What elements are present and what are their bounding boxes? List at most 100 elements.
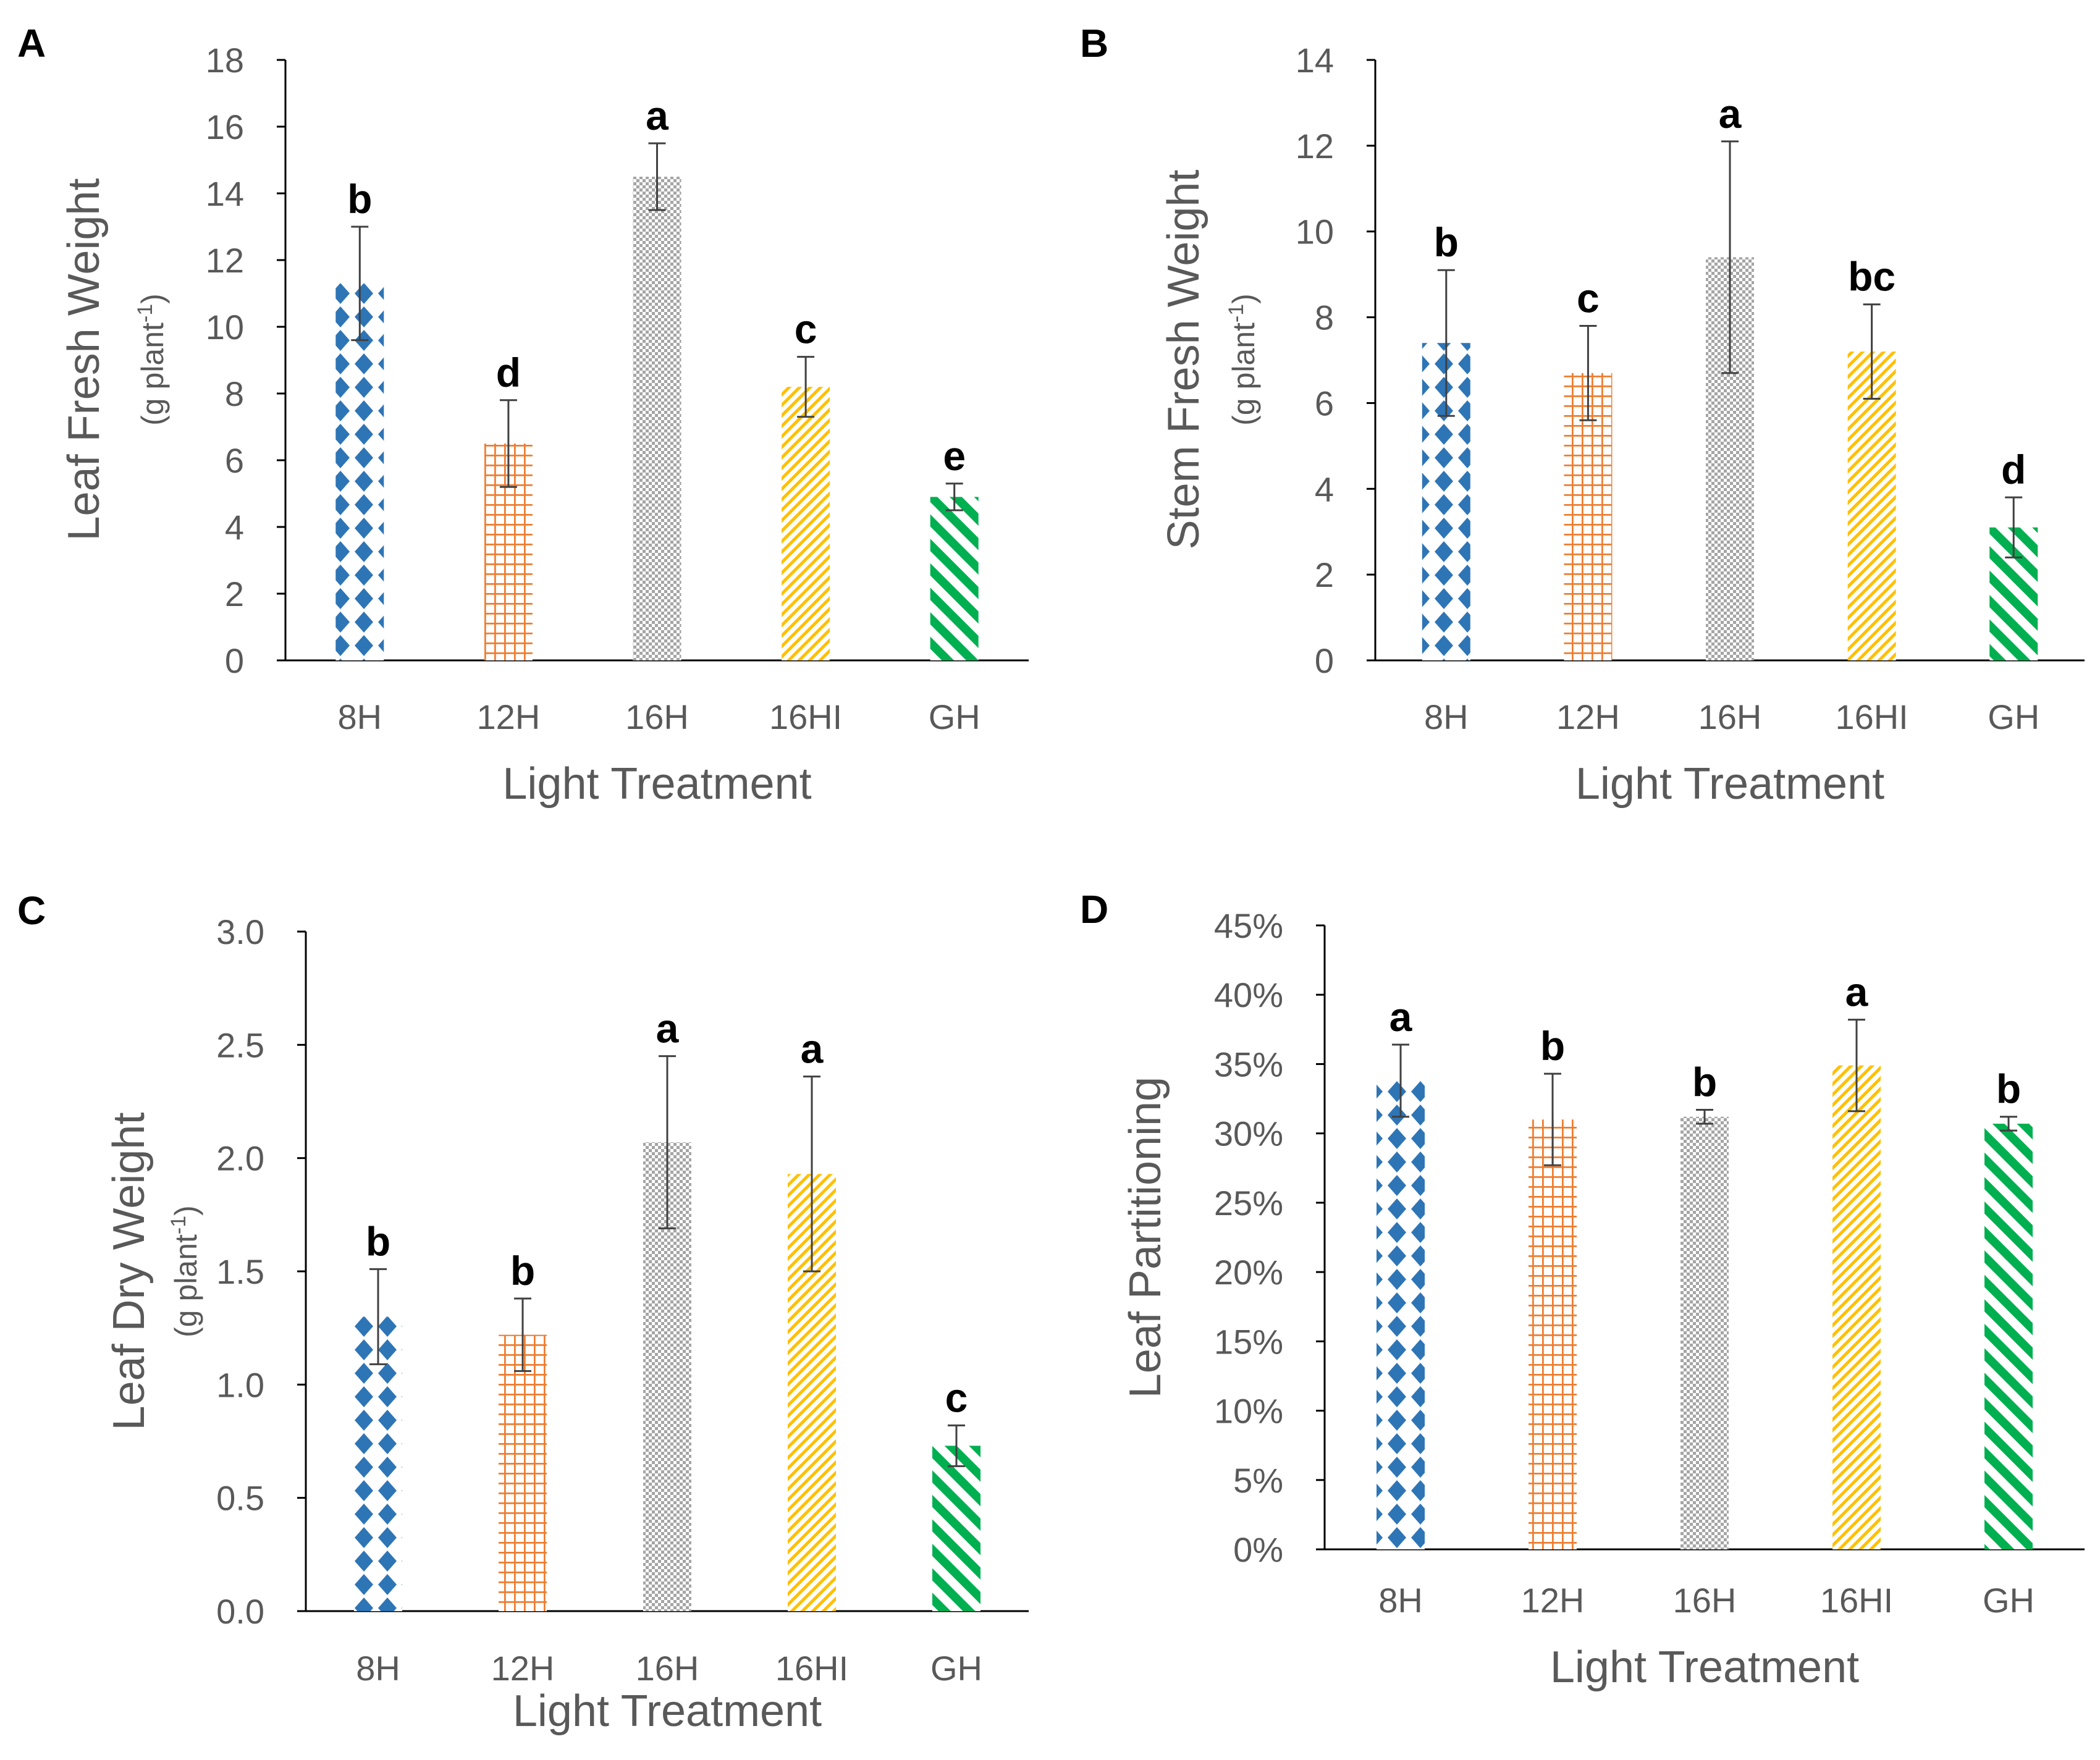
x-axis-title: Light Treatment [502, 759, 811, 809]
y-axis-title: Leaf Partitioning [1121, 1077, 1170, 1398]
significance-letter: a [1845, 969, 1869, 1015]
x-tick-label: 12H [1556, 697, 1620, 736]
x-tick-label: 8H [356, 1649, 400, 1688]
y-tick-label: 14 [206, 174, 244, 213]
y-tick-label: 10 [1296, 213, 1334, 251]
panel-b: B 0 2 4 6 8 10 12 14 b 8H c 12H a 16H bc 16HI d GH Light Tr… [1080, 21, 2085, 809]
error-bar-8h [369, 1268, 387, 1365]
x-axis-title: Light Treatment [1575, 759, 1884, 809]
error-bar-8h [1392, 1043, 1409, 1118]
panel-d: D 0% 5% 10% 15% 20% 25% 30% 35% 40% 45% a 8H b 12H b 16H… [1080, 887, 2085, 1692]
error-bar-16hi [1863, 303, 1881, 400]
y-axis-title: Leaf Dry Weight [104, 1113, 154, 1431]
panel-label: C [17, 888, 46, 933]
y-tick-label: 2.5 [216, 1025, 264, 1064]
y-tick-label: 25% [1214, 1184, 1283, 1223]
x-axis-title: Light Treatment [513, 1686, 822, 1736]
x-tick-label: 12H [477, 697, 541, 736]
significance-letter: a [646, 93, 669, 138]
significance-letter: b [1692, 1059, 1717, 1105]
bar-12h [499, 1334, 547, 1611]
y-tick-label: 45% [1214, 906, 1283, 945]
error-bar-12h [514, 1297, 531, 1372]
y-tick-label: 18 [206, 41, 244, 80]
y-tick-label: 12 [1296, 127, 1334, 166]
y-axis-unit: (g plant-1) [1225, 293, 1261, 426]
y-tick-label: 6 [1315, 384, 1334, 423]
y-axis-unit: (g plant-1) [133, 293, 170, 426]
significance-letter: a [656, 1006, 680, 1051]
error-bar-gh [948, 1424, 965, 1467]
x-tick-label: 12H [491, 1649, 555, 1688]
y-tick-label: 0% [1233, 1530, 1283, 1569]
x-tick-label: 16H [1673, 1581, 1737, 1620]
panel-label: B [1080, 21, 1108, 65]
error-bar-16hi [797, 356, 815, 418]
bar-16hi [1847, 352, 1896, 660]
bar-8h [354, 1316, 402, 1611]
significance-letter: c [795, 306, 817, 352]
significance-letter: bc [1848, 254, 1895, 300]
y-tick-label: 20% [1214, 1253, 1283, 1292]
y-tick-label: 10 [206, 308, 244, 347]
y-tick-label: 6 [225, 441, 244, 480]
x-axis-title: Light Treatment [1550, 1643, 1859, 1692]
error-bar-16h [648, 142, 666, 211]
y-axis-unit: (g plant-1) [167, 1205, 203, 1337]
bar-12h [1529, 1119, 1577, 1549]
significance-letter: b [510, 1248, 535, 1294]
error-bar-gh [945, 482, 963, 512]
x-tick-label: 16H [636, 1649, 699, 1688]
x-tick-label: 8H [338, 697, 382, 736]
bar-gh [930, 497, 979, 660]
significance-letter: a [1389, 994, 1413, 1040]
y-tick-label: 2.0 [216, 1139, 264, 1178]
panel-c: C 0.0 0.5 1.0 1.5 2.0 2.5 3.0 b 8H b 12H a 16H a 16HI c G… [17, 888, 1029, 1736]
x-tick-label: 8H [1424, 697, 1469, 736]
significance-letter: b [347, 176, 372, 222]
panel-label: A [17, 21, 46, 65]
panel-label: D [1080, 887, 1108, 932]
y-tick-label: 0 [225, 641, 244, 680]
y-tick-label: 2 [225, 575, 244, 613]
error-bar-16hi [1848, 1019, 1865, 1113]
panel-a: A 0 2 4 6 8 10 12 14 16 18 b 8H d 12H a 16H c 16HI e GH Light… [17, 21, 1029, 809]
significance-letter: b [1434, 219, 1459, 265]
significance-letter: c [945, 1375, 968, 1420]
y-tick-label: 1.0 [216, 1365, 264, 1404]
x-tick-label: 16HI [1820, 1581, 1893, 1620]
significance-letter: b [1996, 1066, 2021, 1112]
bar-gh [932, 1446, 980, 1611]
y-axis-title: Leaf Fresh Weight [59, 179, 109, 541]
y-tick-label: 8 [225, 374, 244, 413]
error-bar-8h [1437, 269, 1455, 417]
bar-16hi [782, 387, 830, 660]
y-tick-label: 0.0 [216, 1592, 264, 1631]
y-tick-label: 2 [1315, 555, 1334, 594]
significance-letter: d [496, 350, 521, 395]
x-tick-label: 16H [625, 697, 689, 736]
error-bar-16hi [803, 1076, 820, 1273]
y-tick-label: 15% [1214, 1322, 1283, 1361]
significance-letter: b [366, 1218, 390, 1264]
y-tick-label: 10% [1214, 1392, 1283, 1431]
error-bar-12h [1579, 324, 1597, 421]
y-tick-label: 14 [1296, 41, 1334, 80]
x-tick-label: 8H [1378, 1581, 1423, 1620]
x-tick-label: GH [930, 1649, 982, 1688]
error-bar-12h [499, 399, 517, 488]
error-bar-16h [659, 1055, 676, 1229]
x-tick-label: 16HI [769, 697, 842, 736]
significance-letter: b [1540, 1023, 1565, 1069]
significance-letter: c [1577, 275, 1600, 321]
significance-letter: d [2001, 447, 2026, 492]
y-tick-label: 4 [225, 508, 244, 547]
y-tick-label: 35% [1214, 1045, 1283, 1084]
bar-8h [335, 283, 384, 660]
x-tick-label: 16H [1698, 697, 1762, 736]
x-tick-label: 16HI [1835, 697, 1908, 736]
error-bar-16h [1721, 140, 1739, 374]
bar-16h [1680, 1116, 1729, 1549]
significance-letter: e [943, 433, 966, 479]
error-bar-12h [1544, 1072, 1561, 1166]
